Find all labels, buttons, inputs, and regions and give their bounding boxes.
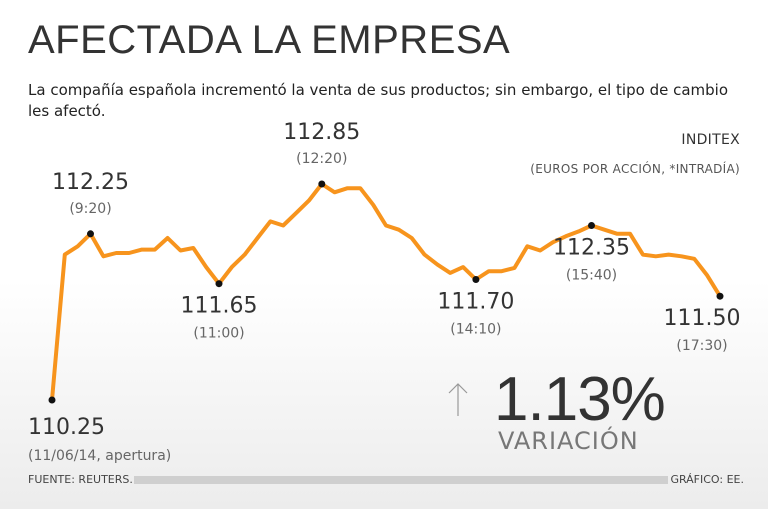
page-title: AFECTADA LA EMPRESA <box>28 18 511 62</box>
data-label-time: (9:20) <box>69 201 111 217</box>
data-label-time: (14:10) <box>450 322 501 338</box>
data-label-time: (17:30) <box>676 338 727 354</box>
data-label-time: (11:00) <box>193 326 244 342</box>
up-arrow-icon <box>448 383 468 416</box>
data-label-value: 112.35 <box>553 236 630 261</box>
data-label-value: 111.70 <box>437 290 514 315</box>
units-label: (EUROS POR ACCIÓN, *INTRADÍA) <box>530 162 740 176</box>
data-label-value: 111.50 <box>664 306 741 331</box>
page-subtitle: La compañía española incrementó la venta… <box>28 81 729 120</box>
data-point-marker <box>588 222 595 229</box>
data-label-time: (11/06/14, apertura) <box>28 448 171 464</box>
data-point-marker <box>472 276 480 283</box>
data-label-value: 110.25 <box>28 415 105 440</box>
data-point-marker <box>318 180 326 188</box>
data-label-value: 112.85 <box>283 120 360 145</box>
data-point-marker <box>215 280 223 288</box>
data-point-marker <box>48 396 56 404</box>
company-name: INDITEX <box>681 132 740 148</box>
series-line-inditex <box>50 182 722 402</box>
data-label-value: 112.25 <box>52 170 129 195</box>
data-point-marker <box>87 230 94 238</box>
data-point-marker <box>716 292 724 300</box>
variation-label: VARIACIÓN <box>498 427 639 455</box>
data-label-value: 111.65 <box>181 294 258 319</box>
data-label-time: (12:20) <box>296 151 347 167</box>
variation-value: 1.13% <box>494 365 666 434</box>
footer-divider <box>134 476 668 484</box>
source-note: FUENTE: REUTERS. <box>28 473 133 486</box>
chart-credit: GRÁFICO: EE. <box>670 473 744 486</box>
data-label-time: (15:40) <box>566 268 617 284</box>
